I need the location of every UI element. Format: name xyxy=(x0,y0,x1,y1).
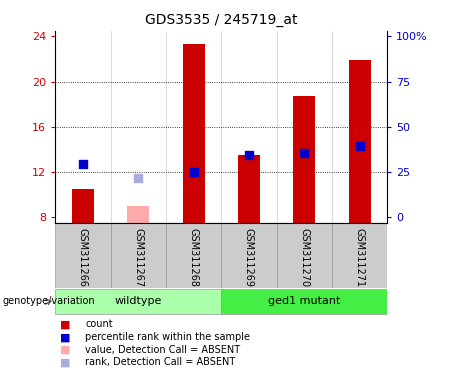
Text: count: count xyxy=(85,319,113,329)
Bar xyxy=(221,223,277,288)
Text: genotype/variation: genotype/variation xyxy=(2,296,95,306)
Text: wildtype: wildtype xyxy=(115,296,162,306)
Point xyxy=(301,150,308,156)
Bar xyxy=(72,189,94,223)
Title: GDS3535 / 245719_at: GDS3535 / 245719_at xyxy=(145,13,297,27)
Point xyxy=(79,161,87,167)
Text: ■: ■ xyxy=(60,319,71,329)
Text: ■: ■ xyxy=(60,358,71,367)
Text: GSM311268: GSM311268 xyxy=(189,228,199,287)
Bar xyxy=(127,206,149,223)
Text: value, Detection Call = ABSENT: value, Detection Call = ABSENT xyxy=(85,345,240,355)
Text: GSM311270: GSM311270 xyxy=(299,228,309,287)
Point xyxy=(135,174,142,180)
Bar xyxy=(55,223,111,288)
Point xyxy=(190,169,197,175)
Point xyxy=(356,143,363,149)
Bar xyxy=(183,44,205,223)
Bar xyxy=(111,223,166,288)
Text: ■: ■ xyxy=(60,345,71,355)
Text: percentile rank within the sample: percentile rank within the sample xyxy=(85,332,250,342)
Text: rank, Detection Call = ABSENT: rank, Detection Call = ABSENT xyxy=(85,358,236,367)
Text: GSM311271: GSM311271 xyxy=(355,228,365,287)
Text: ged1 mutant: ged1 mutant xyxy=(268,296,340,306)
Bar xyxy=(238,155,260,223)
Bar xyxy=(166,223,221,288)
Bar xyxy=(349,60,371,223)
Bar xyxy=(293,96,315,223)
Text: GSM311266: GSM311266 xyxy=(78,228,88,287)
Bar xyxy=(277,223,332,288)
Bar xyxy=(332,223,387,288)
Point xyxy=(245,152,253,158)
Bar xyxy=(55,290,221,313)
Text: GSM311267: GSM311267 xyxy=(133,228,143,287)
Text: ■: ■ xyxy=(60,332,71,342)
Bar xyxy=(221,290,387,313)
Text: GSM311269: GSM311269 xyxy=(244,228,254,287)
